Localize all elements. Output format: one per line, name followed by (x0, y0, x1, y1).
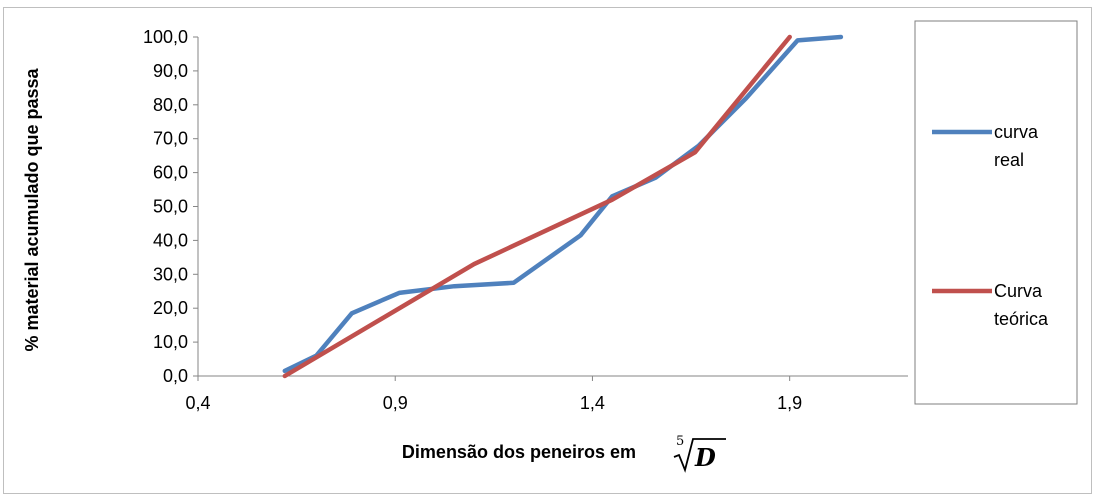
x-tick-label: 1,4 (580, 393, 605, 413)
line-chart: 0,0 10,0 20,0 30,0 40,0 50,0 60,0 70,0 80,0 90,0 1… (22, 20, 1078, 473)
chart-frame: 0,0 10,0 20,0 30,0 40,0 50,0 60,0 70,0 80,0 90,0 1… (3, 7, 1092, 494)
radicand: D (694, 443, 716, 472)
x-tick-label: 0,9 (383, 393, 408, 413)
root-index: 5 (676, 434, 684, 449)
legend-label: Curva (994, 281, 1043, 301)
legend-label: curva (994, 122, 1039, 142)
y-tick-label: 50,0 (153, 197, 188, 217)
y-tick-label: 10,0 (153, 332, 188, 352)
y-axis-title: % material acumulado que passa (22, 67, 42, 351)
y-tick-label: 40,0 (153, 230, 188, 250)
tick-labels: 0,0 10,0 20,0 30,0 40,0 50,0 60,0 70,0 80,0 90,0 1… (143, 27, 802, 413)
series-line-curva-teorica (282, 34, 792, 379)
y-tick-label: 20,0 (153, 298, 188, 318)
legend-box (914, 20, 1078, 405)
fifth-root-of-d-formula: 5 D (673, 434, 726, 473)
y-tick-label: 60,0 (153, 163, 188, 183)
legend: curva real Curva teórica (932, 122, 1049, 329)
legend-label: teórica (994, 309, 1049, 329)
legend-label: real (994, 150, 1024, 170)
y-tick-label: 90,0 (153, 61, 188, 81)
axes (193, 36, 908, 381)
x-tick-label: 1,9 (777, 393, 802, 413)
x-axis-title: Dimensão dos peneiros em (402, 442, 636, 462)
x-tick-label: 0,4 (185, 393, 210, 413)
series-line-curva-real (282, 34, 844, 374)
series-lines (282, 34, 844, 379)
y-tick-label: 100,0 (143, 27, 188, 47)
y-tick-label: 0,0 (163, 366, 188, 386)
y-tick-label: 30,0 (153, 264, 188, 284)
radical-sign (673, 438, 726, 473)
y-tick-label: 80,0 (153, 95, 188, 115)
y-tick-label: 70,0 (153, 129, 188, 149)
